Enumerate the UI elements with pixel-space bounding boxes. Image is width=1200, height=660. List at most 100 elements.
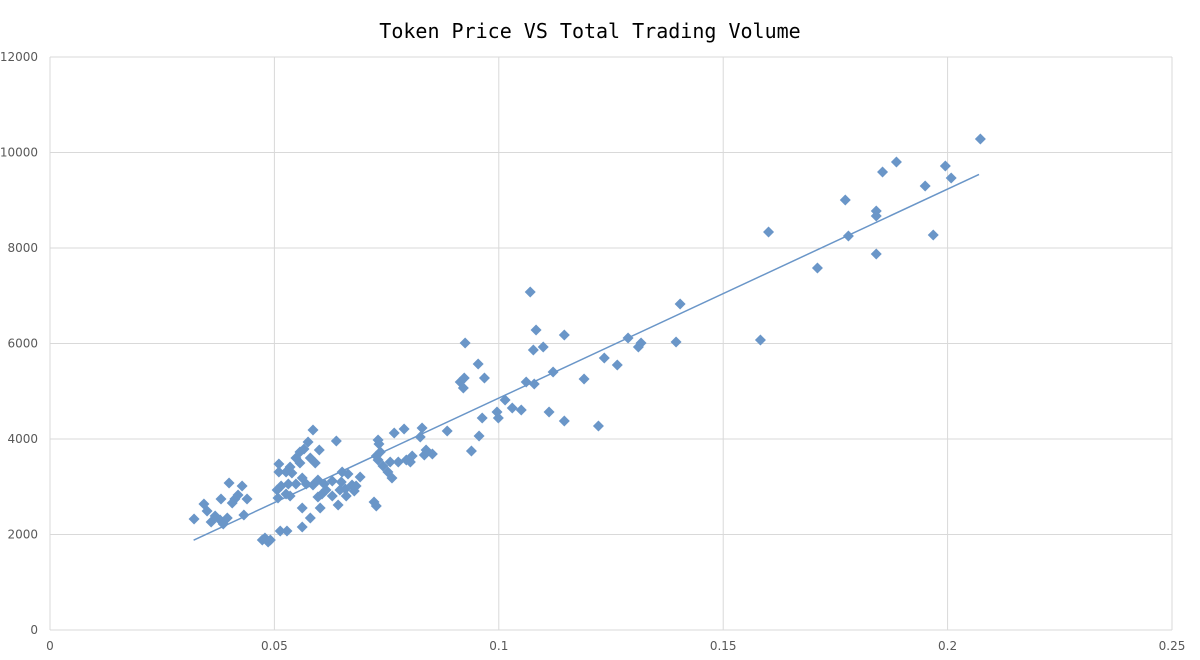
data-point [286,467,298,479]
data-point [414,431,426,443]
data-point [215,493,227,505]
data-point [763,226,775,238]
data-point [458,372,470,384]
data-point [307,424,319,436]
data-point [373,438,385,450]
data-point [262,536,274,548]
data-point [974,133,986,145]
data-point [384,456,396,468]
x-tick-label: 0.15 [710,639,737,653]
data-point [459,337,471,349]
y-tick-label: 10000 [0,146,38,160]
gridlines [49,56,1173,631]
y-tick-label: 4000 [7,432,38,446]
data-point [398,423,410,435]
data-point [274,525,286,537]
data-point [296,521,308,533]
data-point [457,382,469,394]
data-point [465,445,477,457]
data-point [236,480,248,492]
data-point [330,435,342,447]
data-point [426,448,438,460]
data-point [388,427,400,439]
data-points [188,133,986,548]
data-point [386,472,398,484]
data-point [754,334,766,346]
data-point [281,525,293,537]
data-point [945,172,957,184]
data-point [404,456,416,468]
x-tick-label: 0.1 [489,639,508,653]
data-point [476,412,488,424]
data-point [271,484,283,496]
data-point [314,502,326,514]
data-point [416,422,428,434]
data-point [939,160,951,172]
data-point [350,480,362,492]
data-point [272,492,284,504]
data-point [528,378,540,390]
x-axis: 0 0.05 0.1 0.15 0.2 0.25 [46,639,1185,653]
data-point [927,229,939,241]
data-point [870,248,882,260]
data-point [290,478,302,490]
data-point [506,402,518,414]
data-point [273,466,285,478]
data-point [890,156,902,168]
data-point [312,491,324,503]
x-tick-label: 0.25 [1159,639,1186,653]
data-point [304,512,316,524]
data-point [392,456,404,468]
data-point [294,457,306,469]
data-point [418,449,430,461]
data-point [530,324,542,336]
data-point [537,341,549,353]
data-point [524,286,536,298]
data-point [273,458,285,470]
data-point [302,436,314,448]
trendline [193,173,980,541]
y-tick-label: 8000 [7,241,38,255]
data-point [877,166,889,178]
data-point [354,471,366,483]
data-point [611,359,623,371]
data-point [839,194,851,206]
data-point [472,358,484,370]
data-point [515,404,527,416]
data-point [499,394,511,406]
data-point [473,430,485,442]
data-point [232,489,244,501]
data-point [334,484,346,496]
data-point [326,490,338,502]
data-point [632,341,644,353]
x-tick-label: 0 [46,639,54,653]
x-tick-label: 0.05 [261,639,288,653]
data-point [340,490,352,502]
data-point [313,444,325,456]
data-point [558,329,570,341]
y-tick-label: 2000 [7,528,38,542]
y-tick-label: 6000 [7,337,38,351]
y-tick-label: 12000 [0,50,38,64]
data-point [478,372,490,384]
x-tick-label: 0.2 [938,639,957,653]
data-point [558,415,570,427]
data-point [670,336,682,348]
data-point [326,475,338,487]
data-point [492,412,504,424]
data-point [578,373,590,385]
chart-title: Token Price VS Total Trading Volume [379,19,800,43]
data-point [188,513,200,525]
data-point [332,499,344,511]
data-point [674,298,686,310]
data-point [598,352,610,364]
data-point [309,457,321,469]
data-point [201,505,213,517]
data-point [811,262,823,274]
data-point [335,476,347,488]
data-point [221,512,233,524]
data-point [527,344,539,356]
data-point [870,210,882,222]
data-point [241,493,253,505]
